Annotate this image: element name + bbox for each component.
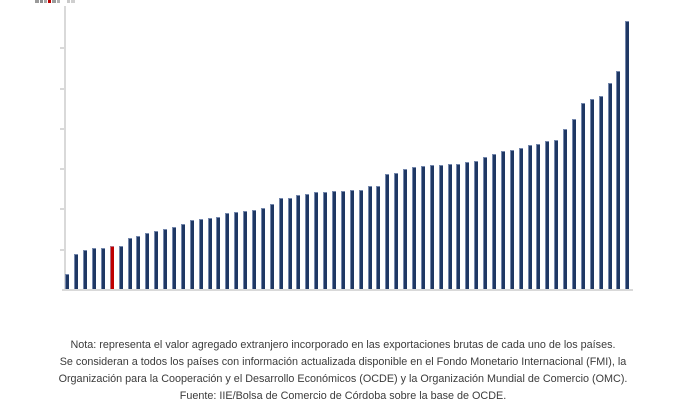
y-axis-tick bbox=[60, 248, 65, 251]
bar bbox=[332, 191, 336, 289]
bar bbox=[358, 189, 363, 289]
bar bbox=[536, 143, 541, 289]
bar bbox=[118, 245, 123, 289]
bar bbox=[171, 226, 176, 289]
bar bbox=[625, 21, 630, 289]
bar bbox=[216, 216, 221, 289]
bar bbox=[83, 249, 88, 289]
bar bbox=[616, 70, 621, 289]
cropped-legend-segment bbox=[35, 0, 39, 3]
note-line-1: Nota: representa el valor agregado extra… bbox=[70, 339, 616, 351]
bar bbox=[492, 153, 497, 289]
bar bbox=[509, 149, 514, 289]
bar bbox=[74, 253, 79, 289]
bar bbox=[580, 103, 585, 289]
bar bbox=[403, 168, 408, 289]
bar bbox=[447, 164, 452, 289]
note-line-2: Se consideran a todos los países con inf… bbox=[59, 356, 627, 368]
cropped-legend-segment bbox=[40, 0, 43, 3]
bar bbox=[367, 185, 372, 289]
bar bbox=[127, 238, 132, 289]
bars-layer bbox=[65, 21, 630, 289]
y-axis-tick bbox=[60, 208, 65, 211]
bar bbox=[225, 212, 230, 289]
cropped-legend-segment bbox=[44, 0, 47, 3]
bar bbox=[278, 198, 283, 289]
bar bbox=[296, 195, 301, 289]
bar bbox=[145, 233, 150, 289]
cropped-legend-segment bbox=[52, 0, 56, 3]
bar bbox=[572, 118, 577, 289]
bar bbox=[65, 274, 70, 289]
cropped-legend-segment bbox=[67, 0, 70, 3]
bar bbox=[189, 220, 194, 289]
bar bbox=[207, 218, 212, 289]
bar bbox=[376, 185, 381, 289]
cropped-legend-segment bbox=[48, 0, 51, 3]
bar bbox=[180, 224, 185, 289]
bar bbox=[340, 190, 345, 289]
bar bbox=[287, 197, 292, 289]
bar bbox=[243, 210, 248, 289]
y-axis-tick bbox=[60, 127, 65, 130]
bar bbox=[314, 192, 319, 289]
bar bbox=[474, 160, 479, 289]
cropped-legend-fragment bbox=[35, 0, 75, 3]
chart-note: Nota: representa el valor agregado extra… bbox=[0, 337, 686, 405]
bar bbox=[260, 207, 265, 289]
bar bbox=[483, 157, 488, 289]
y-axis-tick bbox=[60, 168, 65, 171]
bar bbox=[607, 83, 612, 289]
y-axis-tick bbox=[60, 87, 65, 90]
bar bbox=[412, 166, 416, 289]
bar bbox=[527, 144, 532, 289]
bar bbox=[349, 190, 354, 289]
y-axis-tick bbox=[60, 47, 65, 50]
bar bbox=[394, 172, 399, 289]
bar bbox=[163, 228, 168, 289]
note-line-3: Organización para la Cooperación y el De… bbox=[58, 373, 628, 385]
plot-area bbox=[60, 6, 633, 291]
cropped-legend-segment bbox=[71, 0, 75, 3]
cropped-legend-segment bbox=[57, 0, 60, 3]
bar bbox=[438, 164, 443, 289]
bar bbox=[251, 209, 256, 289]
bar bbox=[465, 162, 470, 289]
bar bbox=[91, 247, 96, 289]
y-axis-line bbox=[64, 6, 66, 290]
bar bbox=[305, 193, 310, 289]
bar bbox=[500, 150, 505, 289]
bar bbox=[589, 99, 594, 289]
bar bbox=[100, 247, 105, 289]
bar bbox=[563, 129, 568, 289]
bar bbox=[554, 139, 559, 289]
bar bbox=[429, 164, 434, 289]
bar bbox=[545, 140, 550, 289]
x-axis-line bbox=[62, 289, 633, 291]
bar bbox=[323, 191, 328, 289]
bar bbox=[598, 95, 603, 289]
bar bbox=[385, 174, 390, 289]
bar bbox=[198, 218, 203, 289]
bar bbox=[269, 203, 274, 289]
bar bbox=[518, 147, 523, 289]
bar-highlighted bbox=[109, 245, 114, 289]
bar bbox=[420, 165, 425, 289]
bar bbox=[456, 164, 461, 289]
bar bbox=[234, 211, 239, 289]
bar bbox=[136, 235, 141, 289]
bar bbox=[154, 230, 159, 289]
note-line-4: Fuente: IIE/Bolsa de Comercio de Córdoba… bbox=[179, 390, 507, 402]
